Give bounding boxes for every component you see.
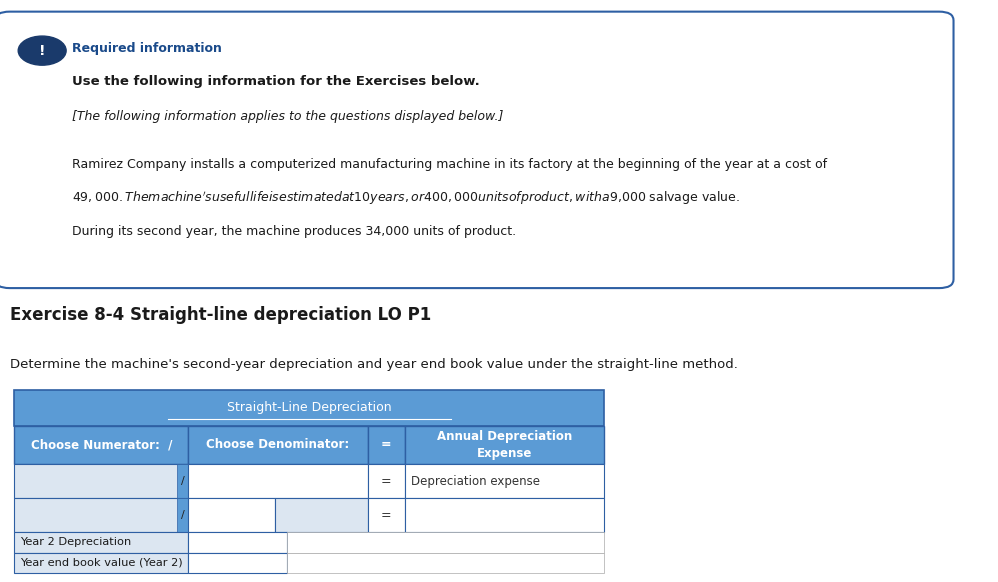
Text: Determine the machine's second-year depreciation and year end book value under t: Determine the machine's second-year depr… xyxy=(10,358,738,371)
Bar xyxy=(177,498,189,532)
Text: Year end book value (Year 2): Year end book value (Year 2) xyxy=(20,558,183,568)
Bar xyxy=(368,498,404,532)
Text: Annual Depreciation
Expense: Annual Depreciation Expense xyxy=(436,430,572,460)
Bar xyxy=(287,532,604,553)
Bar xyxy=(368,464,404,498)
Text: =: = xyxy=(381,475,391,488)
Text: Choose Numerator:  /: Choose Numerator: / xyxy=(31,438,172,452)
Bar xyxy=(404,425,604,464)
Text: [The following information applies to the questions displayed below.]: [The following information applies to th… xyxy=(72,110,503,123)
Bar xyxy=(287,553,604,573)
Bar xyxy=(14,464,189,498)
Bar xyxy=(14,425,189,464)
Text: Choose Denominator:: Choose Denominator: xyxy=(207,438,349,452)
Bar xyxy=(14,498,189,532)
Text: Ramirez Company installs a computerized manufacturing machine in its factory at : Ramirez Company installs a computerized … xyxy=(72,158,827,171)
Text: Required information: Required information xyxy=(72,42,222,55)
Text: /: / xyxy=(181,476,185,486)
Bar xyxy=(404,464,604,498)
FancyBboxPatch shape xyxy=(0,12,953,288)
Bar xyxy=(404,498,604,532)
Text: Depreciation expense: Depreciation expense xyxy=(411,475,540,488)
Bar xyxy=(189,464,368,498)
Bar xyxy=(189,553,287,573)
Bar xyxy=(274,498,368,532)
Text: /: / xyxy=(181,510,185,520)
Text: $49,000. The machine's useful life is estimated at 10 years, or 400,000 units of: $49,000. The machine's useful life is es… xyxy=(72,189,740,207)
Text: During its second year, the machine produces 34,000 units of product.: During its second year, the machine prod… xyxy=(72,225,516,237)
Circle shape xyxy=(18,36,66,65)
Text: Exercise 8-4 Straight-line depreciation LO P1: Exercise 8-4 Straight-line depreciation … xyxy=(10,306,431,324)
Text: Use the following information for the Exercises below.: Use the following information for the Ex… xyxy=(72,75,480,88)
Bar xyxy=(14,532,189,553)
Bar xyxy=(189,532,287,553)
Text: =: = xyxy=(381,509,391,521)
Bar xyxy=(177,464,189,498)
Bar xyxy=(368,425,404,464)
Bar xyxy=(14,553,189,573)
Bar xyxy=(189,425,368,464)
Text: !: ! xyxy=(39,44,46,58)
Text: Straight-Line Depreciation: Straight-Line Depreciation xyxy=(227,402,391,414)
Text: Year 2 Depreciation: Year 2 Depreciation xyxy=(20,537,132,547)
Bar xyxy=(189,498,274,532)
Bar xyxy=(14,390,604,425)
Text: =: = xyxy=(381,438,391,452)
